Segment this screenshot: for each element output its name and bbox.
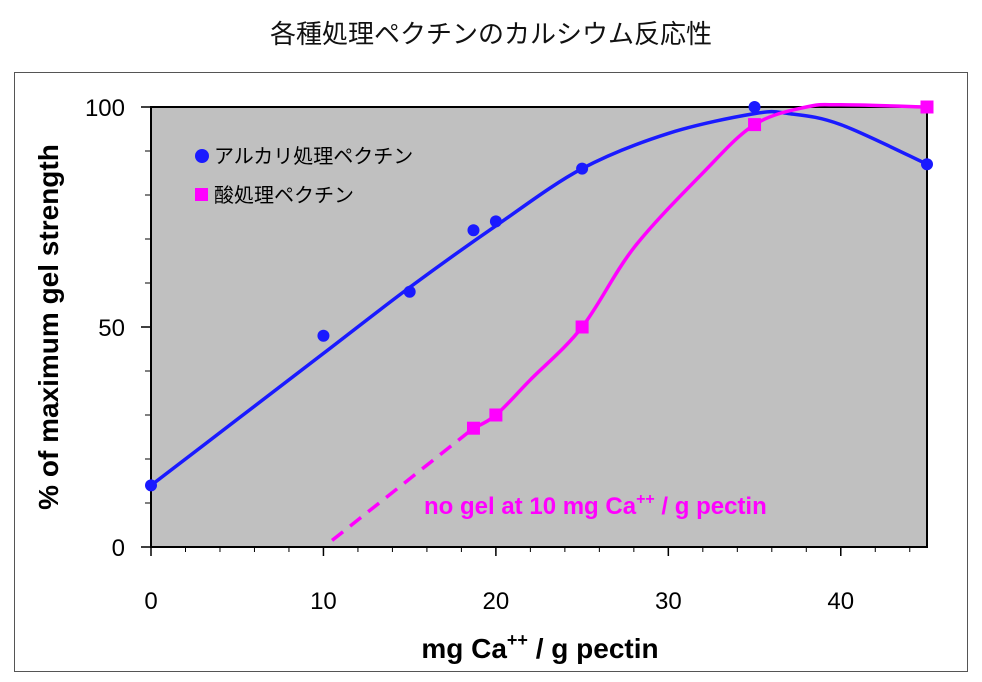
- x-tick-label: 10: [310, 588, 337, 615]
- data-point-alkali: [403, 285, 416, 298]
- data-point-acid: [575, 320, 589, 334]
- chart-title: 各種処理ペクチンのカルシウム反応性: [269, 20, 712, 50]
- series-dashed-acid: [330, 426, 475, 542]
- legend-marker-square: [195, 188, 208, 201]
- y-axis-title: % of maximum gel strength: [33, 144, 64, 510]
- y-tick-label: 50: [98, 315, 125, 342]
- x-tick-label: 40: [827, 588, 854, 615]
- data-point-acid: [466, 421, 480, 435]
- data-point-alkali: [467, 224, 480, 237]
- x-axis-title: mg Ca++ / g pectin: [421, 630, 658, 664]
- data-point-acid: [920, 100, 934, 114]
- data-point-alkali: [576, 162, 589, 175]
- legend-box: [172, 130, 444, 218]
- legend-label-alkali: アルカリ処理ペクチン: [214, 144, 413, 168]
- series-layer: [145, 100, 934, 542]
- series-line-alkali: [149, 109, 928, 487]
- data-point-alkali: [317, 329, 330, 342]
- legend-label-acid: 酸処理ペクチン: [214, 183, 354, 207]
- y-tick-label: 0: [112, 535, 125, 562]
- x-tick-label: 30: [655, 588, 682, 615]
- x-tick-label: 20: [483, 588, 510, 615]
- data-point-alkali: [921, 158, 933, 171]
- series-line-acid: [472, 102, 928, 430]
- data-point-acid: [489, 408, 503, 422]
- axis-ticks: 0 10 20 30 40 0 50 100: [85, 95, 911, 615]
- annotation-no-gel: no gel at 10 mg Ca++ / g pectin: [424, 491, 767, 520]
- data-point-alkali: [145, 479, 157, 492]
- y-tick-label: 100: [85, 95, 125, 122]
- data-point-alkali: [489, 215, 502, 228]
- legend-marker-circle: [195, 149, 209, 163]
- data-point-alkali: [748, 101, 761, 113]
- x-tick-label: 0: [144, 588, 157, 615]
- chart-frame: [14, 72, 968, 672]
- data-point-acid: [748, 118, 762, 132]
